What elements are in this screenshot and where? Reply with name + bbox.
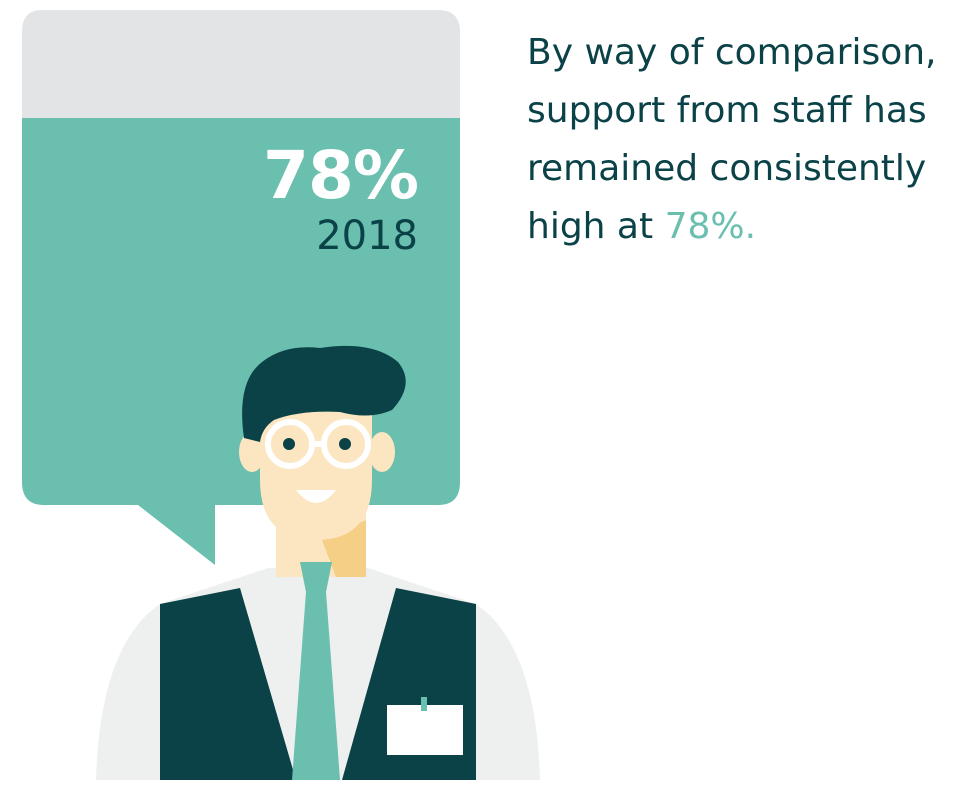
caption-body: By way of comparison, support from staff… xyxy=(527,32,937,247)
staff-member-illustration xyxy=(96,345,540,780)
caption-highlight: 78%. xyxy=(664,206,757,247)
speech-bubble-icon xyxy=(22,10,460,565)
caption-text: By way of comparison, support from staff… xyxy=(527,24,957,256)
stat-box: 78% 2018 xyxy=(263,137,419,260)
stat-year: 2018 xyxy=(316,213,418,259)
stat-value: 78% xyxy=(263,137,419,214)
